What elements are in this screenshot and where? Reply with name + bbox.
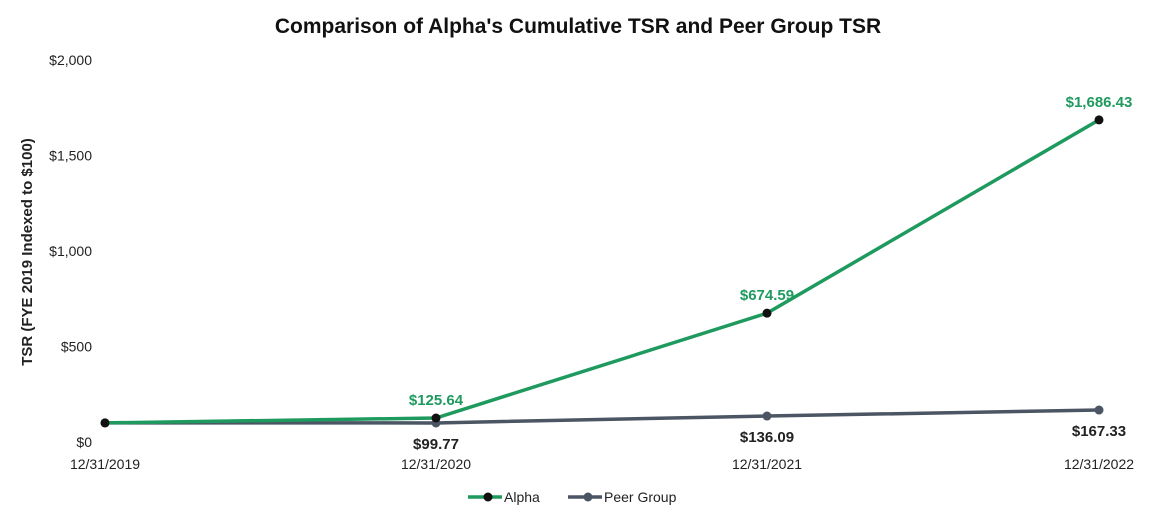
data-label-alpha: $1,686.43 <box>1066 94 1133 111</box>
legend: Alpha Peer Group <box>468 489 677 505</box>
y-tick-label: $1,000 <box>49 243 92 259</box>
x-tick-label: 12/31/2020 <box>401 456 471 472</box>
y-tick-label: $2,000 <box>49 52 92 68</box>
data-label-alpha: $674.59 <box>740 287 794 304</box>
x-tick-label: 12/31/2021 <box>732 456 802 472</box>
data-point <box>100 418 110 428</box>
data-label-peer: $136.09 <box>740 429 794 446</box>
y-tick-label: $1,500 <box>49 148 92 164</box>
chart-title: Comparison of Alpha's Cumulative TSR and… <box>275 15 881 38</box>
x-tick-label: 12/31/2019 <box>70 456 140 472</box>
data-label-peer: $99.77 <box>413 436 459 453</box>
y-tick-label: $0 <box>76 434 92 450</box>
data-point <box>431 413 441 423</box>
legend-label: Peer Group <box>604 489 677 505</box>
legend-label: Alpha <box>504 489 540 505</box>
data-point <box>1094 115 1104 125</box>
data-label-peer: $167.33 <box>1072 423 1126 440</box>
legend-marker <box>583 492 593 502</box>
data-label-alpha: $125.64 <box>409 392 464 409</box>
y-axis-label: TSR (FYE 2019 Indexed to $100) <box>19 138 36 366</box>
data-point <box>762 308 772 318</box>
series-line-alpha <box>104 118 1100 425</box>
x-tick-label: 12/31/2022 <box>1064 456 1134 472</box>
series-line-peer-group <box>104 408 1100 425</box>
data-point <box>762 411 772 421</box>
data-point <box>1094 405 1104 415</box>
y-tick-label: $500 <box>61 339 92 355</box>
legend-marker <box>483 492 493 502</box>
